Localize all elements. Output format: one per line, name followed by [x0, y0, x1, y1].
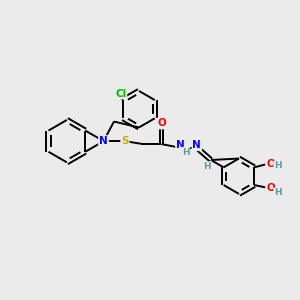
Text: Cl: Cl — [115, 88, 126, 99]
Text: O: O — [266, 183, 275, 193]
Text: N: N — [192, 140, 201, 150]
Text: O: O — [157, 118, 166, 128]
Text: N: N — [99, 136, 108, 146]
Text: N: N — [99, 136, 108, 146]
Text: H: H — [204, 162, 211, 171]
Text: H: H — [274, 188, 282, 197]
Text: S: S — [121, 136, 129, 146]
Text: H: H — [274, 161, 282, 170]
Text: N: N — [176, 140, 185, 150]
Text: H: H — [182, 148, 189, 157]
Text: O: O — [266, 159, 275, 169]
